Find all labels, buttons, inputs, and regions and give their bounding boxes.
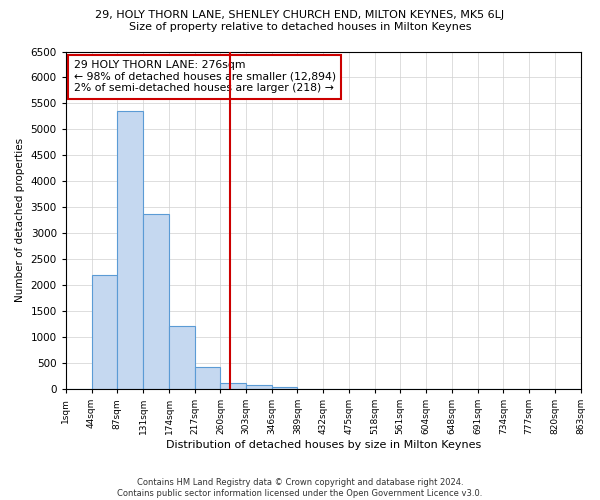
Bar bbox=[246, 386, 272, 389]
Text: 29 HOLY THORN LANE: 276sqm
← 98% of detached houses are smaller (12,894)
2% of s: 29 HOLY THORN LANE: 276sqm ← 98% of deta… bbox=[74, 60, 335, 93]
Bar bbox=[117, 111, 143, 389]
Text: 29, HOLY THORN LANE, SHENLEY CHURCH END, MILTON KEYNES, MK5 6LJ: 29, HOLY THORN LANE, SHENLEY CHURCH END,… bbox=[95, 10, 505, 20]
Text: Contains HM Land Registry data © Crown copyright and database right 2024.
Contai: Contains HM Land Registry data © Crown c… bbox=[118, 478, 482, 498]
Bar bbox=[92, 275, 117, 389]
Bar bbox=[298, 388, 323, 389]
Bar bbox=[169, 326, 195, 389]
Bar bbox=[143, 214, 169, 389]
Bar bbox=[195, 366, 220, 389]
Bar bbox=[220, 383, 246, 389]
Y-axis label: Number of detached properties: Number of detached properties bbox=[15, 138, 25, 302]
Bar bbox=[272, 388, 298, 389]
X-axis label: Distribution of detached houses by size in Milton Keynes: Distribution of detached houses by size … bbox=[166, 440, 481, 450]
Text: Size of property relative to detached houses in Milton Keynes: Size of property relative to detached ho… bbox=[129, 22, 471, 32]
